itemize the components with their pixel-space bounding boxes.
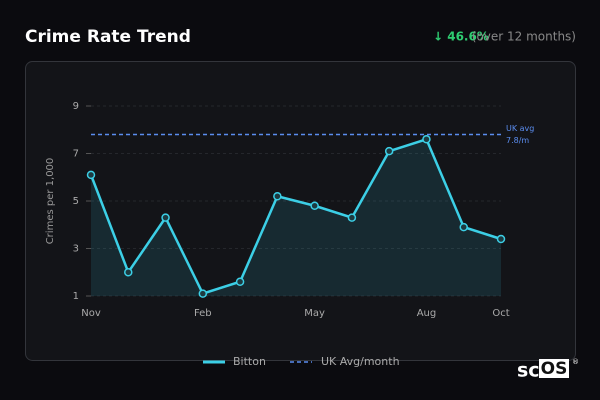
point (384, 146, 394, 156)
point (198, 289, 208, 298)
legend-label: UK Avg/month (321, 355, 400, 368)
point (273, 192, 282, 201)
reference-label: UK avg (506, 124, 534, 133)
point (124, 268, 133, 277)
y-tick-label: 9 (73, 101, 79, 112)
legend-label: Bitton (233, 355, 266, 368)
logo-box-text: OS (541, 359, 568, 379)
x-tick-label: Oct (492, 308, 509, 319)
x-tick-label: Feb (194, 308, 212, 319)
area (91, 139, 501, 296)
logo-mark: ® (572, 358, 579, 366)
period: (over 12 months) (472, 30, 576, 44)
title: Crime Rate Trend (25, 27, 191, 47)
point (86, 170, 96, 180)
x-tick-label: Nov (81, 308, 101, 319)
y-tick-label: 3 (73, 244, 79, 255)
point (310, 201, 319, 210)
y-axis-label: Crimes per 1,000 (45, 158, 56, 245)
y-tick-label: 7 (73, 149, 79, 160)
line (89, 137, 502, 296)
y-tick-label: 5 (73, 196, 79, 207)
logo-prefix: sc (517, 360, 540, 382)
x-tick-label: Aug (417, 308, 437, 319)
point (422, 135, 431, 144)
point (161, 213, 170, 222)
reference-label: 7.8/m (506, 136, 529, 145)
y-tick-label: 1 (73, 291, 79, 302)
x-tick-label: May (304, 308, 325, 319)
change: ↓ 46.6% (433, 30, 489, 44)
point (459, 222, 468, 232)
point (347, 213, 357, 222)
plot: 1 3 5 7 9 Nov Feb May Aug Oct UK avg 7.8/m Bitton UK … (73, 101, 535, 368)
card (25, 61, 576, 361)
logo-box (539, 359, 569, 378)
point (496, 234, 506, 244)
point (235, 277, 245, 286)
